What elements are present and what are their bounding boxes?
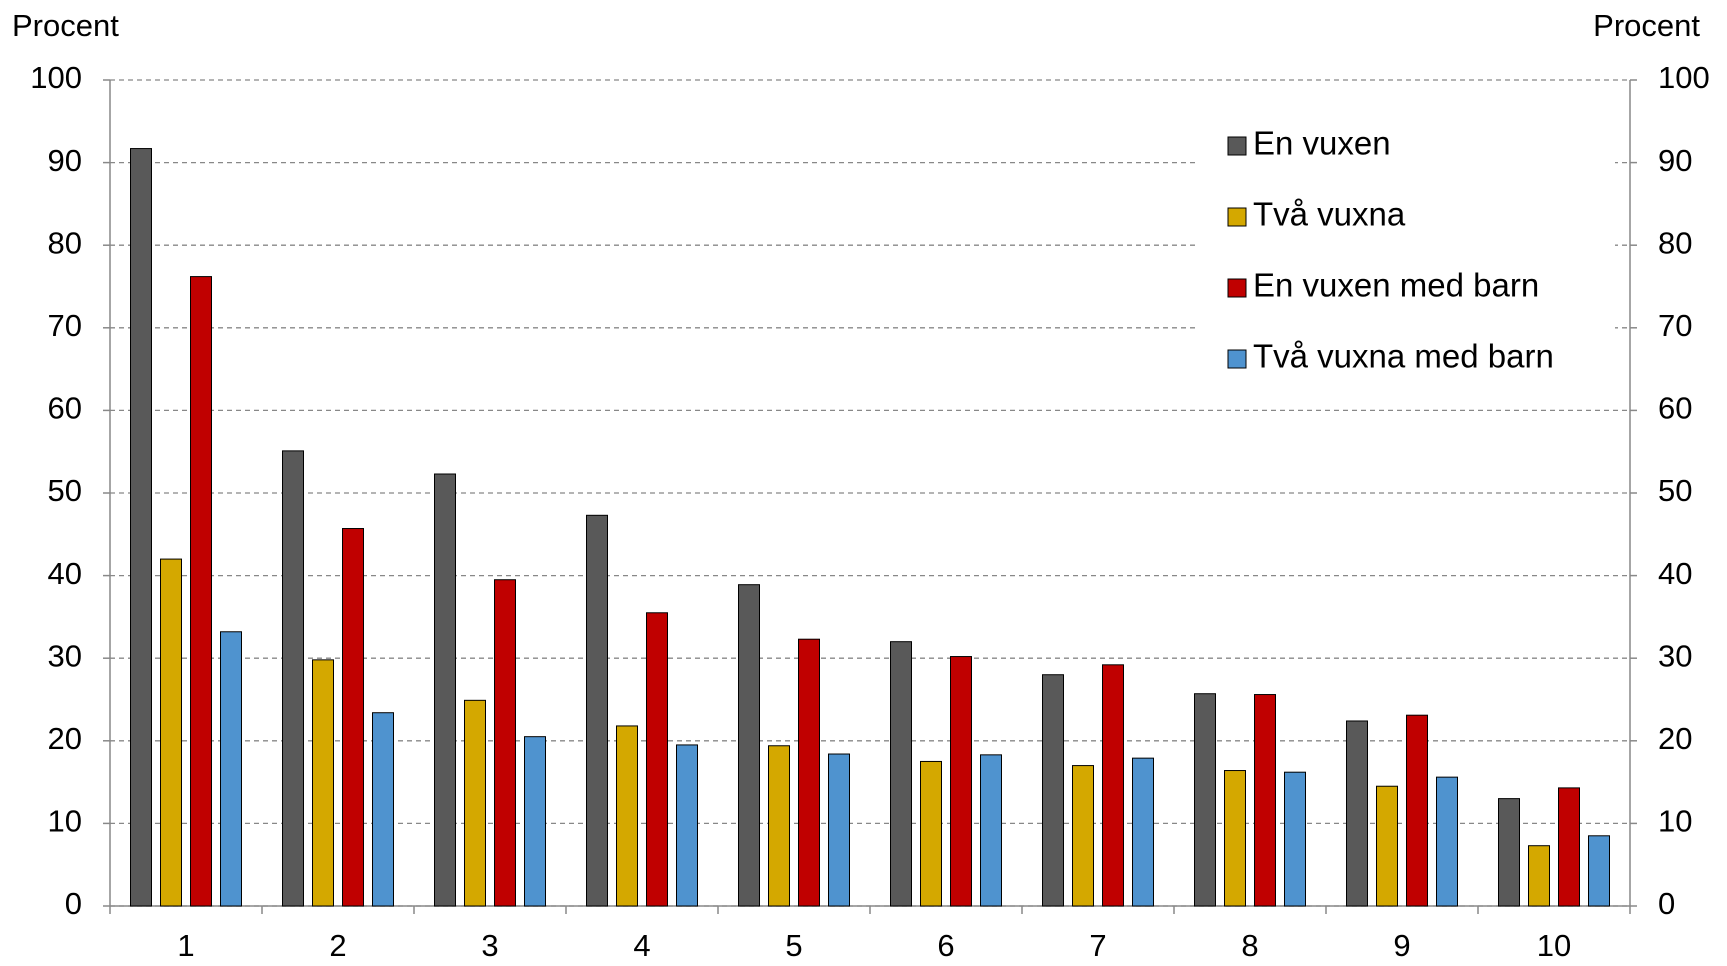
- bar: [372, 712, 394, 907]
- bar: [768, 745, 790, 907]
- bar: [1042, 674, 1064, 907]
- bar: [494, 579, 516, 907]
- bar: [1254, 694, 1276, 907]
- legend-label: Två vuxna: [1253, 196, 1406, 233]
- x-tick-label: 1: [177, 928, 194, 963]
- bar: [282, 450, 304, 907]
- bar: [950, 656, 972, 907]
- bar: [616, 725, 638, 907]
- bar: [1102, 664, 1124, 907]
- y-tick-label: 70: [48, 308, 82, 343]
- bar: [524, 736, 546, 907]
- bar: [434, 473, 456, 907]
- bar: [586, 514, 608, 907]
- y2-tick-label: 20: [1658, 721, 1692, 756]
- bar: [738, 584, 760, 907]
- y2-tick-label: 100: [1658, 60, 1710, 95]
- y-tick-label: 10: [48, 804, 82, 839]
- legend-label: En vuxen med barn: [1253, 267, 1539, 304]
- y-tick-label: 100: [30, 60, 82, 95]
- bar: [130, 148, 152, 907]
- bar: [190, 276, 212, 907]
- y2-tick-label: 70: [1658, 308, 1692, 343]
- y2-tick-label: 50: [1658, 473, 1692, 508]
- y-tick-label: 50: [48, 473, 82, 508]
- bar: [1406, 714, 1428, 907]
- bar: [464, 699, 486, 907]
- legend-swatch: [1227, 278, 1247, 298]
- x-tick-label: 7: [1089, 928, 1106, 963]
- x-tick-label: 4: [633, 928, 650, 963]
- y-tick-label: 20: [48, 721, 82, 756]
- bar: [220, 631, 242, 907]
- bar: [646, 612, 668, 907]
- x-tick-label: 10: [1537, 928, 1571, 963]
- y2-tick-label: 10: [1658, 804, 1692, 839]
- y-axis-label: Procent: [12, 8, 119, 43]
- bar: [1558, 787, 1580, 907]
- bar: [1346, 720, 1368, 907]
- y2-tick-label: 0: [1658, 886, 1675, 921]
- y-tick-label: 30: [48, 638, 82, 673]
- legend: [1195, 127, 1615, 382]
- bar: [798, 638, 820, 907]
- bar: [312, 659, 334, 907]
- y-tick-label: 90: [48, 143, 82, 178]
- legend-swatch: [1227, 207, 1247, 227]
- x-tick-label: 5: [785, 928, 802, 963]
- y2-axis-label: Procent: [1593, 8, 1700, 43]
- bar: [676, 744, 698, 907]
- bar: [1132, 757, 1154, 907]
- x-tick-label: 8: [1241, 928, 1258, 963]
- bar: [1072, 765, 1094, 907]
- legend-label: Två vuxna med barn: [1253, 338, 1554, 375]
- bar: [1194, 693, 1216, 907]
- legend-label: En vuxen: [1253, 125, 1391, 162]
- bar: [1284, 771, 1306, 907]
- bar: [1528, 845, 1550, 907]
- x-tick-label: 3: [481, 928, 498, 963]
- y-tick-label: 40: [48, 556, 82, 591]
- y2-tick-label: 30: [1658, 638, 1692, 673]
- bar: [1498, 798, 1520, 907]
- y-tick-label: 0: [65, 886, 82, 921]
- bar: [1376, 785, 1398, 907]
- bar: [980, 754, 1002, 907]
- bar: [1224, 770, 1246, 907]
- y-tick-label: 60: [48, 391, 82, 426]
- bar: [1436, 776, 1458, 907]
- y2-tick-label: 90: [1658, 143, 1692, 178]
- bar: [920, 760, 942, 907]
- x-tick-label: 6: [937, 928, 954, 963]
- legend-swatch: [1227, 136, 1247, 156]
- y2-tick-label: 80: [1658, 225, 1692, 260]
- legend-swatch: [1227, 349, 1247, 369]
- y-tick-label: 80: [48, 225, 82, 260]
- y2-tick-label: 60: [1658, 391, 1692, 426]
- x-tick-label: 9: [1393, 928, 1410, 963]
- bar: [1588, 835, 1610, 907]
- bar: [160, 558, 182, 907]
- bar: [890, 641, 912, 907]
- y2-tick-label: 40: [1658, 556, 1692, 591]
- bar: [342, 528, 364, 907]
- x-tick-label: 2: [329, 928, 346, 963]
- bar: [828, 753, 850, 907]
